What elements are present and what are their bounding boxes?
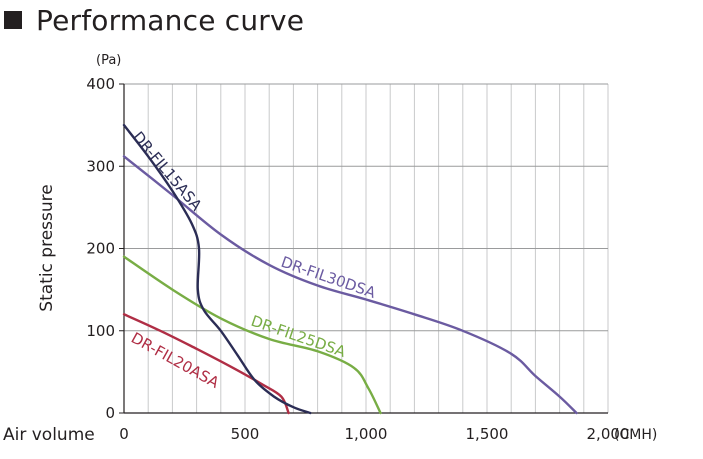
x-axis-title: Air volume	[3, 425, 95, 445]
y-tick-label: 300	[86, 157, 115, 175]
chart-grid	[124, 83, 609, 413]
series-line-dr-fil15asa	[122, 123, 312, 415]
x-tick-label: 500	[231, 425, 260, 443]
series-line-dr-fil25dsa	[122, 255, 382, 415]
y-tick-label: 100	[86, 322, 115, 340]
y-tick-label: 400	[86, 75, 115, 93]
y-axis-unit: (Pa)	[96, 53, 121, 68]
series-label-dr-fil15asa: DR-FIL15ASA	[129, 128, 206, 215]
x-tick-label: 2,000	[587, 425, 630, 443]
series-line-dr-fil20asa	[122, 313, 290, 415]
y-tick-label: 200	[86, 240, 115, 258]
x-tick-label: 1,000	[345, 425, 388, 443]
x-axis-unit: (CMH)	[614, 427, 657, 443]
x-tick-label: 0	[119, 425, 129, 443]
title-row: Performance curve	[4, 0, 304, 40]
series-line-dr-fil30dsa	[122, 155, 578, 415]
chart-labels: DR-FIL15ASADR-FIL30DSADR-FIL25DSADR-FIL2…	[128, 128, 379, 392]
x-tick-label: 1,500	[466, 425, 509, 443]
title-square-icon	[4, 11, 22, 29]
chart-axes: 0 100 200 300 400 0 500 1,000 1,500 2,000 (Pa) (CMH…	[3, 53, 657, 445]
page-title: Performance curve	[36, 3, 305, 37]
y-tick-label: 0	[105, 404, 115, 422]
chart-series	[122, 123, 578, 415]
y-axis-title: Static pressure	[37, 184, 57, 311]
